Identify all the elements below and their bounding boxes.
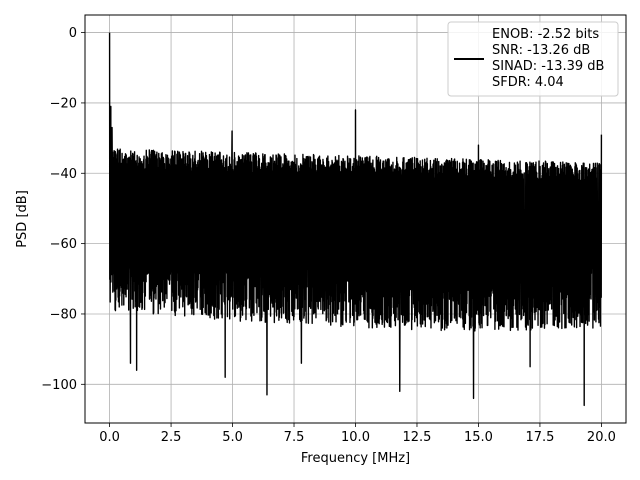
- y-tick-label: −40: [50, 167, 77, 182]
- axis-ticks: 0.0 2.5 5.0 7.5 10.0 12.5 15.0 17.5 20.0 0 −20 −40 −…: [41, 26, 616, 445]
- legend-sfdr: SFDR: 4.04: [492, 75, 564, 90]
- y-tick-label: −20: [50, 96, 77, 111]
- legend-snr: SNR: -13.26 dB: [492, 43, 590, 58]
- y-axis-label: PSD [dB]: [15, 190, 30, 248]
- legend-box: [447, 21, 619, 97]
- y-tick-label: −60: [50, 237, 77, 252]
- psd-trace: [108, 32, 603, 407]
- legend-sinad: SINAD: -13.39 dB: [492, 59, 604, 74]
- x-tick-label: 2.5: [161, 430, 182, 445]
- y-tick-label: −100: [41, 378, 77, 393]
- legend: ENOB: -2.52 bits SNR: -13.26 dB SINAD: -…: [447, 21, 619, 97]
- x-tick-label: 7.5: [284, 430, 305, 445]
- x-tick-label: 5.0: [222, 430, 243, 445]
- x-tick-label: 0.0: [99, 430, 120, 445]
- y-tick-label: −80: [50, 307, 77, 322]
- psd-line: [108, 32, 603, 407]
- legend-enob: ENOB: -2.52 bits: [492, 27, 599, 42]
- x-tick-label: 20.0: [587, 430, 616, 445]
- y-tick-label: 0: [69, 26, 77, 41]
- x-axis-label: Frequency [MHz]: [301, 451, 410, 466]
- x-tick-label: 17.5: [525, 430, 554, 445]
- x-tick-label: 10.0: [341, 430, 370, 445]
- x-tick-label: 15.0: [464, 430, 493, 445]
- x-tick-label: 12.5: [403, 430, 432, 445]
